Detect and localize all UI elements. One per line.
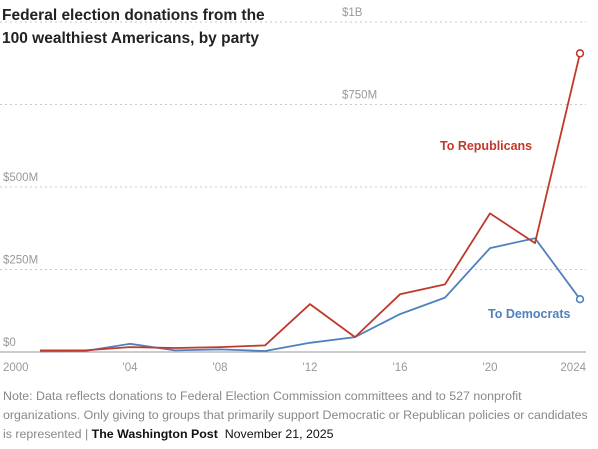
series-label: To Democrats	[488, 307, 570, 321]
gridlines	[0, 21, 586, 353]
line-to-democrats	[39, 237, 581, 353]
x-tick-label: '20	[483, 362, 498, 374]
endpoint-to-republicans	[575, 49, 585, 58]
x-axis-tick-labels: 2000 '04 '08 '12 '16 '20 2024	[3, 362, 587, 374]
y-tick-label: $1B	[342, 7, 363, 19]
x-tick-label: '08	[213, 362, 228, 374]
line-to-republicans	[40, 53, 581, 352]
endpoint-to-democrats	[575, 295, 585, 304]
chart-title-line-1: Federal election donations from the	[2, 7, 265, 24]
y-tick-label: $750M	[342, 90, 377, 102]
publisher-name: The Washington Post	[91, 427, 218, 441]
y-tick-label: $0	[3, 337, 16, 349]
x-tick-label: '12	[303, 362, 318, 374]
chart-title-line-2: 100 wealthiest Americans, by party	[2, 30, 260, 47]
series-labels: To Republicans To Democrats	[440, 139, 570, 321]
chart-title: Federal election donations from the 100 …	[2, 4, 322, 50]
y-tick-label: $500M	[3, 172, 38, 184]
x-tick-label: '16	[393, 362, 408, 374]
series-lines	[39, 49, 585, 353]
x-tick-label: 2024	[560, 362, 586, 374]
x-tick-label: '04	[123, 362, 139, 374]
note-text: Note: Data reflects donations to Federal…	[3, 389, 588, 441]
series-label: To Republicans	[440, 139, 532, 153]
x-tick-label: 2000	[3, 362, 29, 374]
publication-date: November 21, 2025	[224, 427, 334, 441]
y-axis-tick-labels: $0 $250M $500M $750M $1B	[3, 7, 377, 349]
line-chart: $0 $250M $500M $750M $1B 2000 '04 '08 '12 '16 '20…	[0, 7, 587, 374]
source-note: Note: Data reflects donations to Federal…	[3, 387, 595, 444]
y-tick-label: $250M	[3, 255, 38, 267]
